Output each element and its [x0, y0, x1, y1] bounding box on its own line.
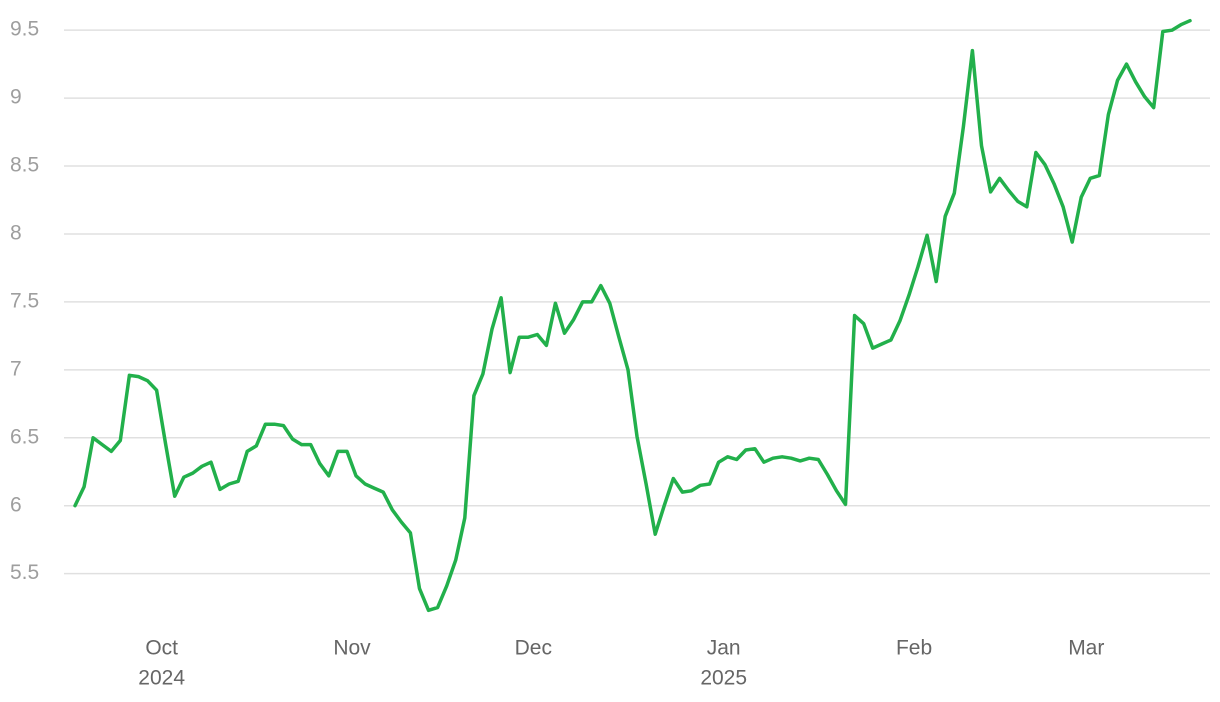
y-tick-label: 7 [10, 357, 22, 380]
x-tick-label: Jan [707, 637, 741, 660]
y-tick-label: 8.5 [10, 154, 39, 177]
x-tick-label: Dec [515, 637, 552, 660]
y-tick-label: 5.5 [10, 561, 39, 584]
x-tick-label: Feb [896, 637, 932, 660]
price-line [73, 18, 1192, 613]
x-tick-label: Nov [333, 637, 371, 660]
x-year-label: 2025 [700, 667, 747, 690]
y-tick-label: 6.5 [10, 425, 39, 448]
x-year-label: 2024 [138, 667, 185, 690]
x-tick-label: Oct [145, 637, 178, 660]
y-tick-label: 6 [10, 493, 22, 516]
x-tick-label: Mar [1068, 637, 1104, 660]
y-tick-label: 8 [10, 222, 22, 245]
y-tick-label: 7.5 [10, 289, 39, 312]
y-tick-label: 9.5 [10, 18, 39, 41]
y-tick-label: 9 [10, 86, 22, 109]
